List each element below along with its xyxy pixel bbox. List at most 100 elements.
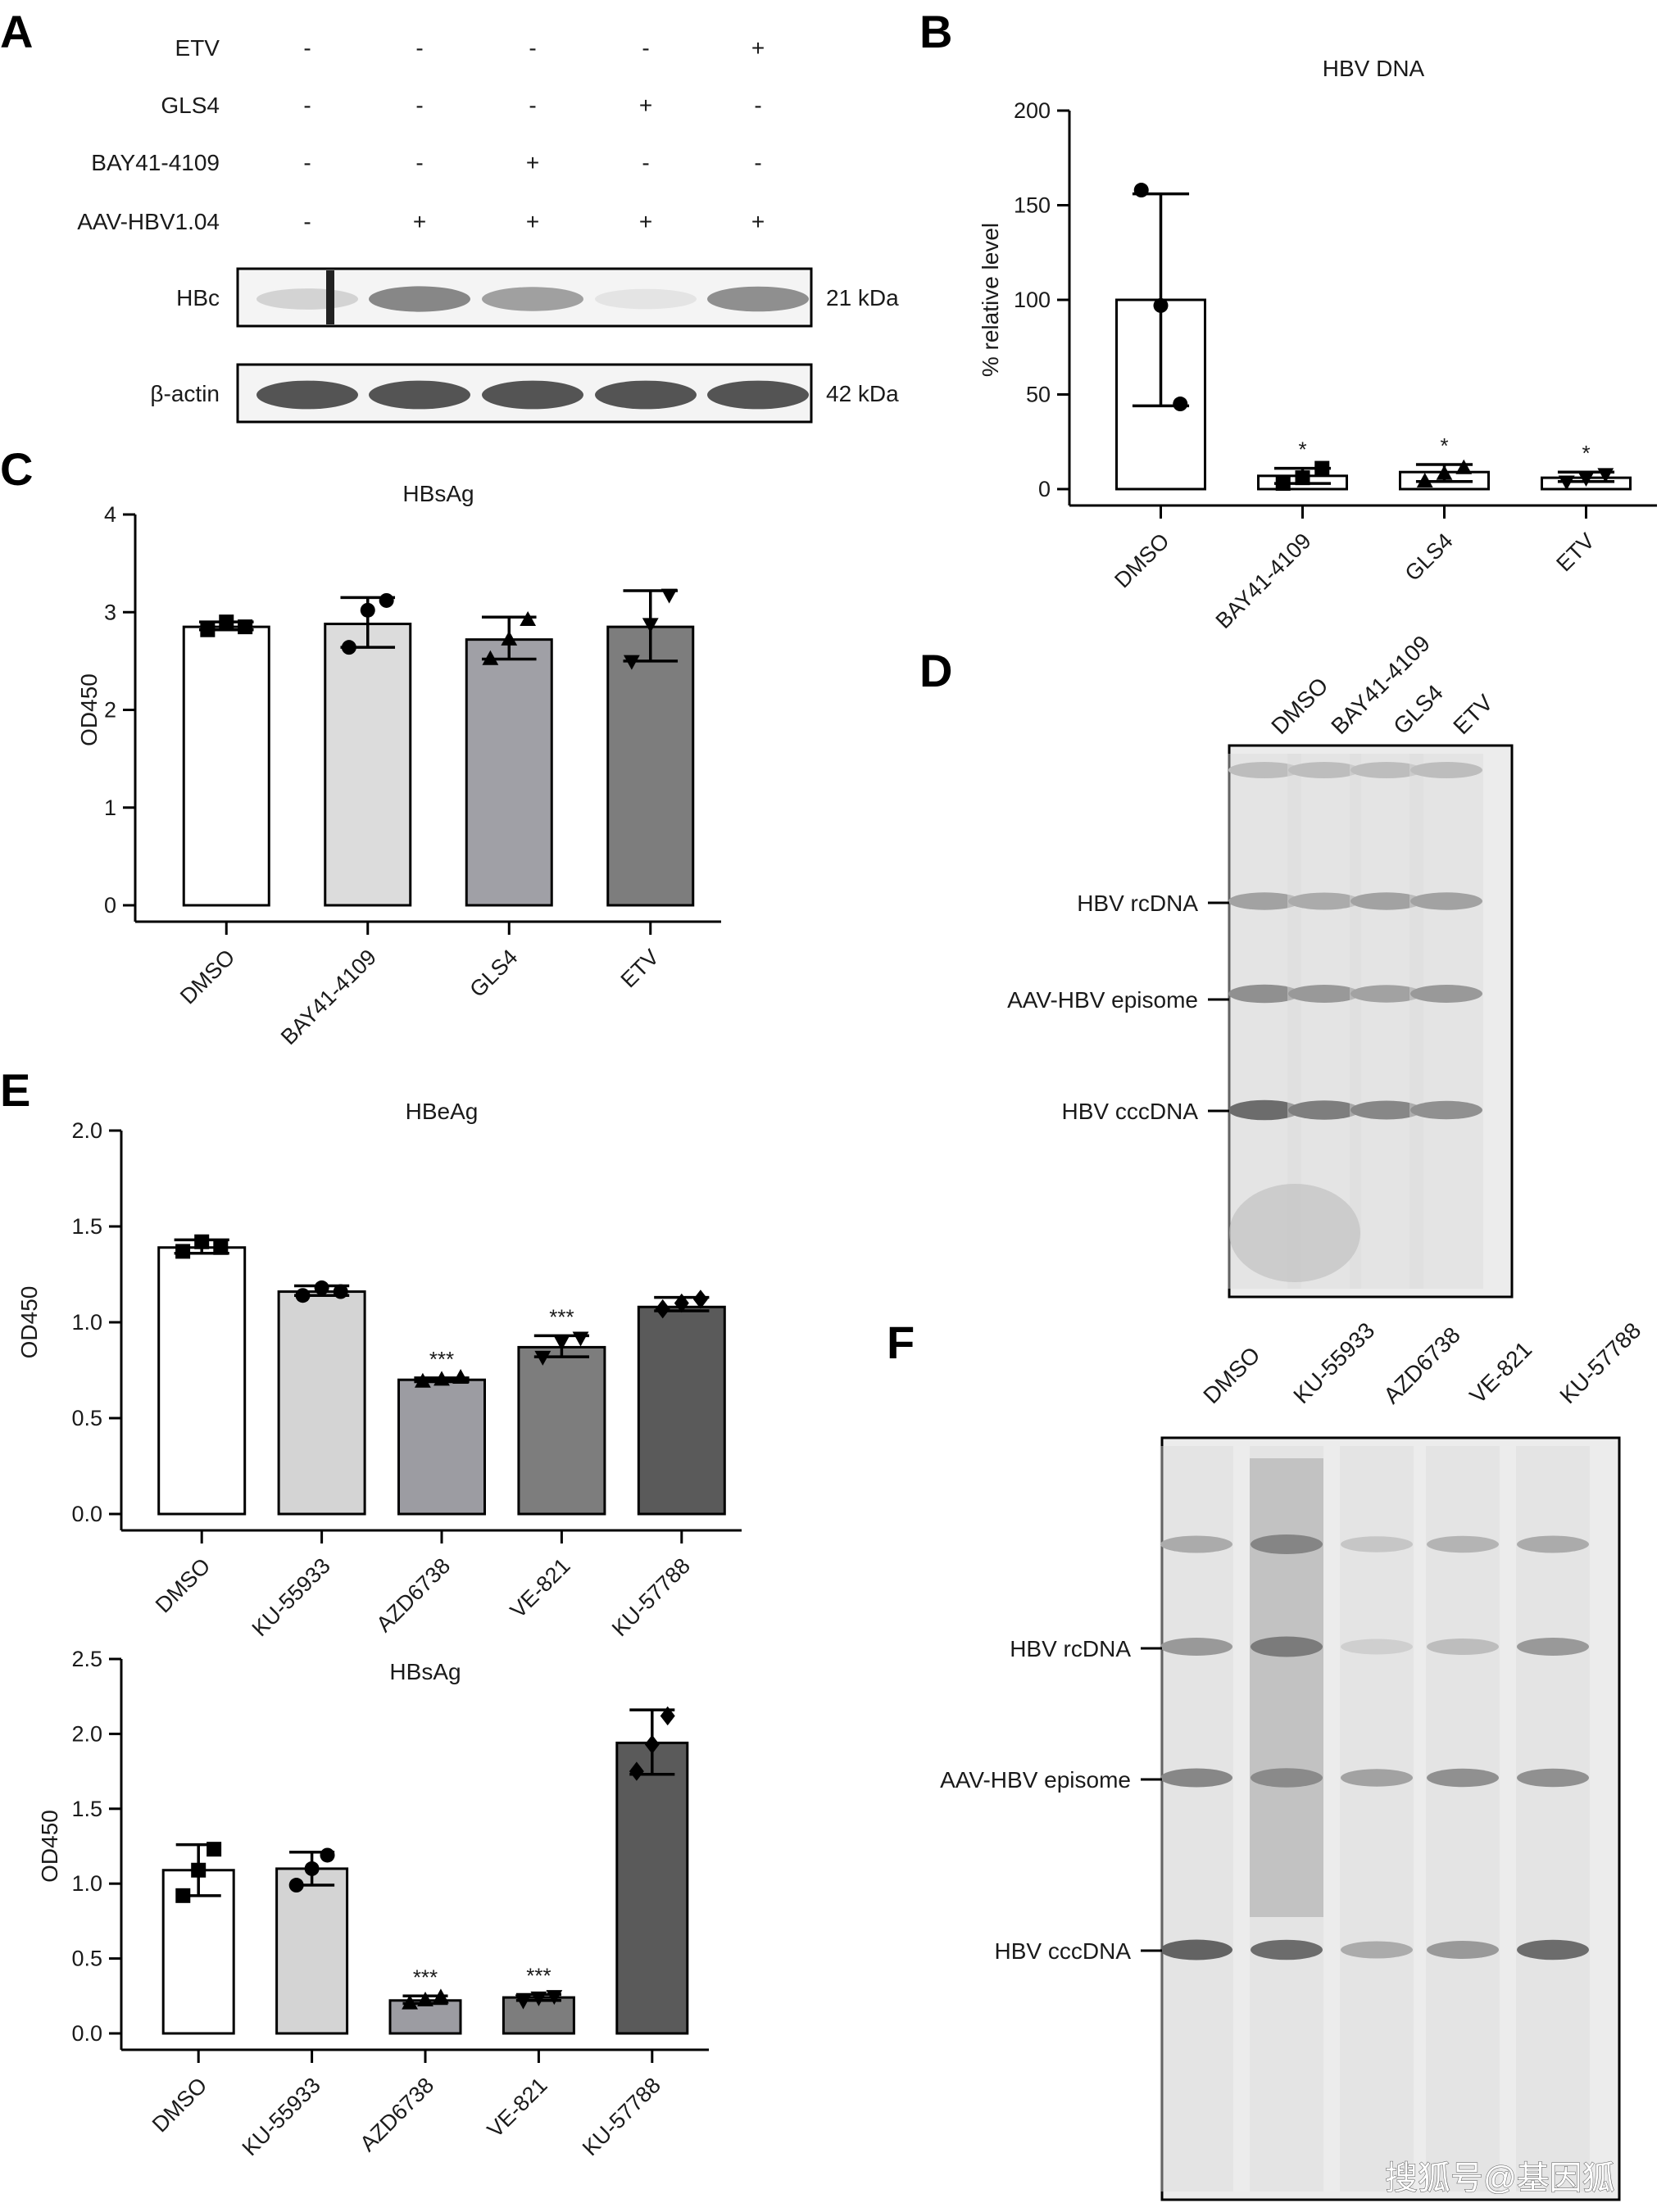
treatment-sign: - xyxy=(754,150,761,175)
data-point xyxy=(379,592,394,608)
bar-ku-55933 xyxy=(277,1290,366,1516)
blot-band xyxy=(1410,985,1482,1003)
blot-band xyxy=(1160,1638,1232,1656)
blot-band xyxy=(1228,1099,1301,1121)
treatment-sign: + xyxy=(526,209,539,234)
blot-band xyxy=(482,287,583,311)
y-tick-label: 0.0 xyxy=(71,1502,102,1526)
blot-band xyxy=(1160,1768,1232,1788)
data-point xyxy=(304,1861,320,1876)
band-label: AAV-HBV episome xyxy=(940,1767,1131,1793)
data-point xyxy=(1314,460,1330,476)
bar-bay41-4109 xyxy=(324,623,412,907)
bar-dmso xyxy=(182,625,270,907)
treatment-sign: - xyxy=(754,93,761,118)
y-tick-label: 100 xyxy=(1014,288,1051,312)
blot-band xyxy=(1341,1639,1413,1655)
data-point xyxy=(402,1994,418,2010)
x-tick-label: ETV xyxy=(1551,528,1599,576)
data-point xyxy=(629,1761,644,1781)
lane-smear xyxy=(1340,1446,1414,2192)
blot-band xyxy=(595,380,697,410)
data-point xyxy=(320,1847,335,1863)
blot-label: β-actin xyxy=(150,381,220,406)
data-point xyxy=(644,1734,660,1754)
lane-smear-dark xyxy=(1250,1458,1323,1917)
treatment-sign: - xyxy=(303,93,311,118)
data-point xyxy=(175,1244,191,1259)
y-tick-label: 1.5 xyxy=(71,1214,102,1239)
blot-band xyxy=(1410,892,1482,910)
data-point xyxy=(434,1371,450,1386)
treatment-sign: - xyxy=(642,150,649,175)
data-point xyxy=(207,1842,222,1857)
y-axis-label: % relative level xyxy=(978,223,1003,377)
blot-band xyxy=(1288,762,1360,778)
data-point xyxy=(520,610,537,626)
blot-band xyxy=(1427,1535,1499,1553)
blot-band xyxy=(1410,1100,1482,1120)
data-point xyxy=(295,1288,311,1303)
data-point xyxy=(415,1372,431,1388)
bar-etv xyxy=(606,625,695,907)
data-point xyxy=(501,630,518,646)
bar-dmso xyxy=(157,1246,247,1516)
treatment-sign: - xyxy=(415,150,423,175)
band-label: HBV cccDNA xyxy=(995,1938,1132,1964)
blot-band xyxy=(1160,1939,1232,1960)
treatment-sign: - xyxy=(303,209,311,234)
band-label: HBV rcDNA xyxy=(1010,1636,1131,1661)
blot-band xyxy=(1288,892,1360,910)
blot-band xyxy=(256,380,358,410)
data-point xyxy=(314,1280,329,1295)
significance-label: *** xyxy=(413,1965,438,1989)
y-tick-label: 200 xyxy=(1014,98,1051,123)
data-point xyxy=(572,1331,589,1347)
panel-letter-a: A xyxy=(0,6,33,57)
blot-band xyxy=(256,288,358,310)
data-point xyxy=(1416,472,1433,487)
y-tick-label: 0.5 xyxy=(71,1406,102,1430)
chart-title: HBeAg xyxy=(406,1099,479,1124)
blot-smear xyxy=(1229,1184,1360,1282)
significance-label: * xyxy=(1298,437,1306,462)
treatment-row-label: ETV xyxy=(175,35,220,61)
data-point xyxy=(553,1335,570,1351)
y-tick-label: 2.0 xyxy=(71,1721,102,1746)
blot-band xyxy=(1427,1941,1499,1959)
bar-ku-57788 xyxy=(637,1305,726,1516)
data-point xyxy=(360,602,375,618)
data-point xyxy=(642,618,659,633)
blot-band xyxy=(1517,1638,1589,1656)
chart-title: HBsAg xyxy=(402,481,474,506)
blot-band xyxy=(1517,1535,1589,1553)
x-tick-label: DMSO xyxy=(175,945,239,1009)
bar-ku-57788 xyxy=(615,1741,689,2035)
blot-band xyxy=(1251,1939,1323,1960)
data-point xyxy=(219,614,234,630)
treatment-sign: - xyxy=(529,93,536,118)
x-tick-label: BAY41-4109 xyxy=(276,945,381,1049)
lane-label: KU-55933 xyxy=(1288,1317,1379,1408)
significance-label: * xyxy=(1582,441,1590,465)
y-tick-label: 0 xyxy=(104,893,116,918)
panel-c-hbsag-chart: HBsAg OD450 0 1 2 3 4 DMSO BAY41-4109 GLS4 ETV xyxy=(76,481,721,1049)
blot-band xyxy=(595,288,697,310)
blot-band xyxy=(1517,1939,1589,1960)
treatment-row-label: AAV-HBV1.04 xyxy=(77,209,220,234)
blot-label: HBc xyxy=(176,285,220,310)
blot-band xyxy=(1341,1769,1413,1787)
lane-label: DMSO xyxy=(1198,1342,1264,1408)
lane-label: ETV xyxy=(1448,690,1498,740)
lane-smear xyxy=(1409,754,1483,1289)
data-point xyxy=(1577,471,1595,487)
data-point xyxy=(341,640,356,655)
blot-frame xyxy=(1160,1436,1621,2201)
data-point xyxy=(1133,183,1149,198)
panel-letter-c: C xyxy=(0,443,33,495)
blot-band xyxy=(1350,762,1423,778)
treatment-sign: + xyxy=(639,209,652,234)
chart-title: HBsAg xyxy=(389,1659,461,1684)
x-tick-label: VE-821 xyxy=(506,1553,575,1623)
